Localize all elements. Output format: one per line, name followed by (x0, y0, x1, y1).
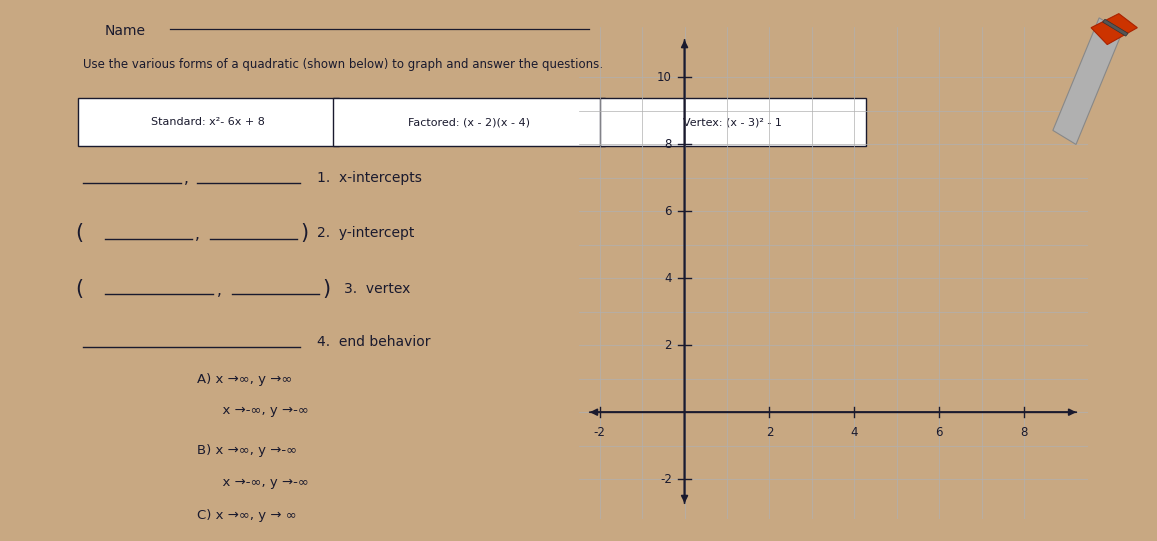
FancyBboxPatch shape (333, 98, 605, 146)
Text: x →-∞, y →-∞: x →-∞, y →-∞ (197, 476, 309, 489)
Text: 2: 2 (664, 339, 672, 352)
Text: 3.  vertex: 3. vertex (344, 282, 411, 296)
Polygon shape (1091, 14, 1137, 44)
Text: -2: -2 (594, 426, 605, 439)
Text: Standard: x²- 6x + 8: Standard: x²- 6x + 8 (152, 117, 265, 127)
Text: 4.  end behavior: 4. end behavior (317, 335, 430, 349)
Text: ,: , (184, 171, 189, 186)
FancyBboxPatch shape (599, 98, 865, 146)
Text: 4: 4 (664, 272, 672, 285)
Text: ,: , (216, 282, 222, 298)
Text: Use the various forms of a quadratic (shown below) to graph and answer the quest: Use the various forms of a quadratic (sh… (83, 58, 603, 71)
Text: 1.  x-intercepts: 1. x-intercepts (317, 171, 421, 184)
Text: ): ) (322, 279, 331, 299)
Text: B) x →∞, y →-∞: B) x →∞, y →-∞ (197, 444, 297, 457)
Polygon shape (1053, 18, 1122, 144)
Text: (: ( (75, 279, 83, 299)
Text: 4: 4 (850, 426, 858, 439)
Text: 8: 8 (1020, 426, 1027, 439)
Text: Vertex: (x - 3)² - 1: Vertex: (x - 3)² - 1 (684, 117, 782, 127)
Text: Name: Name (104, 24, 146, 38)
Text: 6: 6 (664, 204, 672, 217)
Text: x →-∞, y →-∞: x →-∞, y →-∞ (197, 405, 309, 418)
Text: A) x →∞, y →∞: A) x →∞, y →∞ (197, 373, 293, 386)
Text: ,: , (196, 227, 200, 242)
Text: -2: -2 (659, 473, 672, 486)
Text: (: ( (75, 223, 83, 243)
Text: 10: 10 (657, 71, 672, 84)
Text: Factored: (x - 2)(x - 4): Factored: (x - 2)(x - 4) (408, 117, 530, 127)
Text: 8: 8 (664, 138, 672, 151)
FancyBboxPatch shape (78, 98, 339, 146)
Text: 2: 2 (766, 426, 773, 439)
Text: ): ) (301, 223, 309, 243)
Text: C) x →∞, y → ∞: C) x →∞, y → ∞ (197, 509, 297, 522)
Text: 2.  y-intercept: 2. y-intercept (317, 226, 414, 240)
Text: 6: 6 (935, 426, 943, 439)
Polygon shape (1103, 19, 1128, 36)
